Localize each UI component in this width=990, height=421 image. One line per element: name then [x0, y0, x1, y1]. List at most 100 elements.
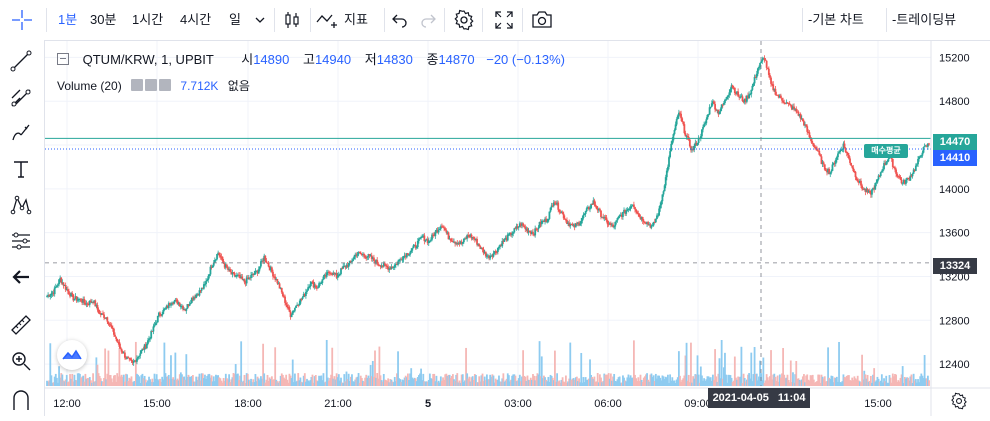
trend-line-tool[interactable]: [6, 46, 36, 76]
volume-bar: [379, 375, 382, 386]
volume-bar: [780, 377, 782, 386]
volume-bar: [554, 350, 556, 386]
symbol-label[interactable]: QTUM/KRW, 1, UPBIT: [82, 52, 214, 67]
volume-bar: [77, 373, 80, 386]
candle-body: [451, 241, 454, 243]
volume-settings-icon[interactable]: [145, 79, 159, 93]
interval-1hour[interactable]: 1시간: [132, 12, 164, 27]
volume-visibility-icon[interactable]: [131, 79, 145, 93]
volume-bar: [750, 352, 753, 386]
volume-bar: [826, 381, 828, 386]
candle-body: [213, 260, 216, 263]
candle-body: [323, 274, 326, 277]
candle-body: [471, 237, 474, 239]
volume-bar: [597, 382, 600, 386]
candle-body: [513, 228, 516, 233]
interval-dropdown[interactable]: [252, 0, 268, 40]
volume-bar: [920, 373, 923, 386]
volume-bar: [839, 382, 842, 386]
volume-bar: [630, 377, 633, 386]
volume-bar: [110, 378, 113, 386]
redo-button[interactable]: [418, 0, 438, 40]
volume-bar: [72, 381, 75, 386]
volume-close-icon[interactable]: [159, 79, 173, 93]
candle-body: [845, 151, 848, 154]
candle-body: [477, 244, 480, 246]
volume-bar: [569, 342, 572, 386]
candle-body: [659, 205, 662, 209]
measure-tool[interactable]: [6, 226, 36, 256]
volume-bar: [417, 375, 420, 386]
volume-bar: [196, 379, 199, 386]
legend-collapse-icon[interactable]: [57, 53, 69, 65]
volume-bar: [615, 381, 618, 386]
screenshot-button[interactable]: [530, 0, 556, 40]
volume-bar: [894, 374, 896, 386]
volume-name[interactable]: Volume (20): [57, 79, 122, 93]
volume-bar: [228, 374, 231, 386]
undo-button[interactable]: [390, 0, 410, 40]
volume-bar: [428, 373, 431, 386]
axis-settings-button[interactable]: [950, 392, 970, 412]
interval-1min[interactable]: 1분: [58, 12, 78, 27]
tradingview-logo-button[interactable]: [57, 340, 87, 370]
candle-body: [200, 287, 203, 291]
volume-bar: [785, 377, 788, 386]
candle-body: [111, 328, 114, 330]
volume-bar: [698, 382, 701, 386]
candle-body: [150, 330, 153, 339]
candle-body: [104, 317, 107, 319]
magnet-tool[interactable]: [6, 384, 36, 414]
volume-bar: [172, 377, 175, 386]
candle-body: [645, 222, 647, 224]
candle-body: [417, 238, 420, 242]
indicators-button[interactable]: 지표: [316, 0, 380, 40]
candle-body: [633, 204, 635, 208]
candle-body: [806, 126, 809, 132]
text-tool[interactable]: [6, 154, 36, 184]
interval-day[interactable]: 일: [229, 12, 241, 27]
volume-bar: [583, 382, 586, 386]
back-button[interactable]: [6, 262, 36, 292]
candle-body: [554, 202, 556, 204]
candle-body: [79, 298, 81, 300]
candle-body: [337, 274, 340, 276]
settings-button[interactable]: [452, 0, 476, 40]
volume-bar: [433, 373, 436, 386]
candle-body: [578, 222, 580, 226]
fib-tool[interactable]: [6, 82, 36, 112]
fullscreen-button[interactable]: [492, 0, 516, 40]
brush-tool[interactable]: [6, 118, 36, 148]
ruler-tool[interactable]: [6, 310, 36, 340]
candle-body: [140, 350, 143, 354]
volume-bar: [800, 379, 803, 386]
zoom-tool[interactable]: [6, 346, 36, 376]
candle-body: [332, 272, 335, 275]
crosshair-tool-button[interactable]: [4, 0, 40, 40]
volume-bar: [789, 360, 792, 386]
grid: [45, 41, 931, 386]
volume-bar: [426, 381, 429, 386]
y-tick-label: 14000: [939, 184, 970, 196]
candle-body: [601, 216, 603, 218]
candle-body: [291, 311, 294, 315]
interval-30min[interactable]: 30분: [90, 12, 117, 27]
volume-bar: [772, 374, 775, 386]
candle-body: [326, 271, 329, 273]
candle-body: [181, 306, 183, 308]
chart-type-button[interactable]: [280, 0, 304, 40]
volume-bar: [411, 377, 414, 386]
volume-bar: [807, 379, 810, 386]
price-chart[interactable]: 1520014800144001400013600132001280012400…: [45, 41, 990, 416]
pattern-tool[interactable]: [6, 190, 36, 220]
candle-body: [244, 282, 247, 284]
interval-4hour[interactable]: 4시간: [180, 12, 212, 27]
volume-bar: [823, 376, 826, 386]
volume-bar: [59, 377, 62, 386]
chart-area[interactable]: 1520014800144001400013600132001280012400…: [45, 41, 990, 416]
basic-chart-button[interactable]: -기본 차트: [808, 12, 864, 27]
volume-bar: [801, 376, 804, 386]
tradingview-button[interactable]: -트레이딩뷰: [892, 12, 957, 27]
volume-bar: [297, 373, 300, 386]
candle-body: [342, 266, 345, 269]
